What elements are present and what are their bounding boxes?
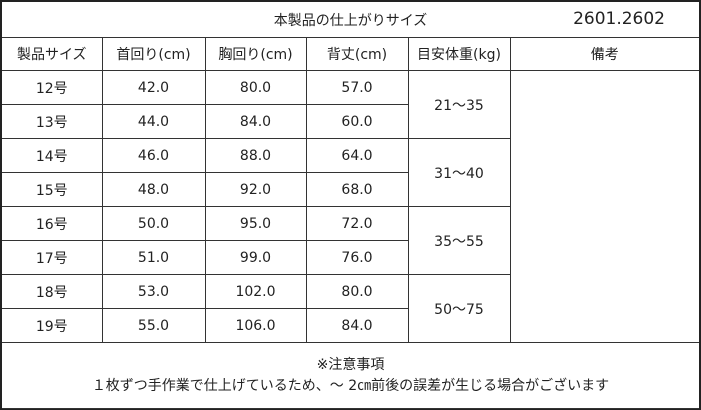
header-size: 製品サイズ bbox=[2, 37, 103, 71]
table-row: 18号 53.0 102.0 80.0 50～75 bbox=[2, 274, 699, 343]
back-cell: 60.0 bbox=[305, 104, 408, 139]
chest-cell: 84.0 bbox=[204, 104, 307, 139]
weight-cell: 50～75 bbox=[407, 274, 510, 343]
size-cell: 16号 bbox=[2, 206, 103, 241]
chest-cell: 80.0 bbox=[204, 70, 307, 105]
chest-cell: 92.0 bbox=[204, 172, 307, 207]
title-row: 本製品の仕上がりサイズ 2601.2602 bbox=[2, 2, 699, 38]
size-table: 本製品の仕上がりサイズ 2601.2602 製品サイズ 首回り(cm) 胸回り(… bbox=[2, 2, 699, 343]
chest-cell: 99.0 bbox=[204, 240, 307, 275]
neck-cell: 44.0 bbox=[101, 104, 206, 139]
chest-cell: 106.0 bbox=[204, 308, 307, 343]
header-back: 背丈(cm) bbox=[305, 37, 409, 71]
size-cell: 15号 bbox=[2, 172, 103, 207]
neck-cell: 50.0 bbox=[101, 206, 206, 241]
neck-cell: 42.0 bbox=[101, 70, 206, 105]
chest-cell: 95.0 bbox=[204, 206, 307, 241]
neck-cell: 53.0 bbox=[101, 274, 206, 309]
header-remarks: 備考 bbox=[509, 37, 699, 71]
chest-cell: 102.0 bbox=[204, 274, 307, 309]
chart-title: 本製品の仕上がりサイズ bbox=[273, 12, 428, 29]
table-row: 12号 42.0 80.0 57.0 21～35 bbox=[2, 70, 699, 343]
back-cell: 84.0 bbox=[305, 308, 408, 343]
size-cell: 14号 bbox=[2, 138, 103, 173]
table-row: 19号 55.0 106.0 84.0 bbox=[2, 308, 699, 343]
weight-cell: 35～55 bbox=[407, 206, 510, 275]
weight-cell: 21～35 bbox=[407, 70, 511, 139]
back-cell: 57.0 bbox=[305, 70, 409, 105]
table-row: 14号 46.0 88.0 64.0 31～40 bbox=[2, 138, 699, 207]
size-cell: 17号 bbox=[2, 240, 103, 275]
note-text: １枚ずつ手作業で仕上げているため、～ 2㎝前後の誤差が生じる場合がございます bbox=[91, 377, 610, 394]
chest-cell: 88.0 bbox=[204, 138, 307, 173]
header-neck: 首回り(cm) bbox=[101, 37, 206, 71]
neck-cell: 48.0 bbox=[101, 172, 206, 207]
back-cell: 80.0 bbox=[305, 274, 409, 309]
note-table: ※注意事項 １枚ずつ手作業で仕上げているため、～ 2㎝前後の誤差が生じる場合がご… bbox=[2, 343, 699, 409]
neck-cell: 51.0 bbox=[101, 240, 206, 275]
header-chest: 胸回り(cm) bbox=[204, 37, 307, 71]
remarks-cell bbox=[509, 70, 699, 343]
size-cell: 19号 bbox=[2, 308, 103, 343]
back-cell: 64.0 bbox=[305, 138, 409, 173]
back-cell: 72.0 bbox=[305, 206, 409, 241]
note-cell: ※注意事項 １枚ずつ手作業で仕上げているため、～ 2㎝前後の誤差が生じる場合がご… bbox=[2, 343, 699, 409]
table-row: 15号 48.0 92.0 68.0 bbox=[2, 172, 699, 207]
size-cell: 18号 bbox=[2, 274, 103, 309]
neck-cell: 46.0 bbox=[101, 138, 206, 173]
size-cell: 13号 bbox=[2, 104, 103, 139]
header-weight: 目安体重(kg) bbox=[407, 37, 511, 71]
header-row: 製品サイズ 首回り(cm) 胸回り(cm) 背丈(cm) 目安体重(kg) 備考 bbox=[2, 37, 699, 71]
weight-cell: 31～40 bbox=[407, 138, 510, 207]
note-heading: ※注意事項 bbox=[316, 356, 385, 373]
product-code: 2601.2602 bbox=[573, 9, 665, 29]
size-cell: 12号 bbox=[2, 70, 103, 105]
table-row: 16号 50.0 95.0 72.0 35～55 bbox=[2, 206, 699, 275]
back-cell: 68.0 bbox=[305, 172, 408, 207]
back-cell: 76.0 bbox=[305, 240, 408, 275]
neck-cell: 55.0 bbox=[101, 308, 206, 343]
title-cell: 本製品の仕上がりサイズ 2601.2602 bbox=[2, 2, 699, 38]
